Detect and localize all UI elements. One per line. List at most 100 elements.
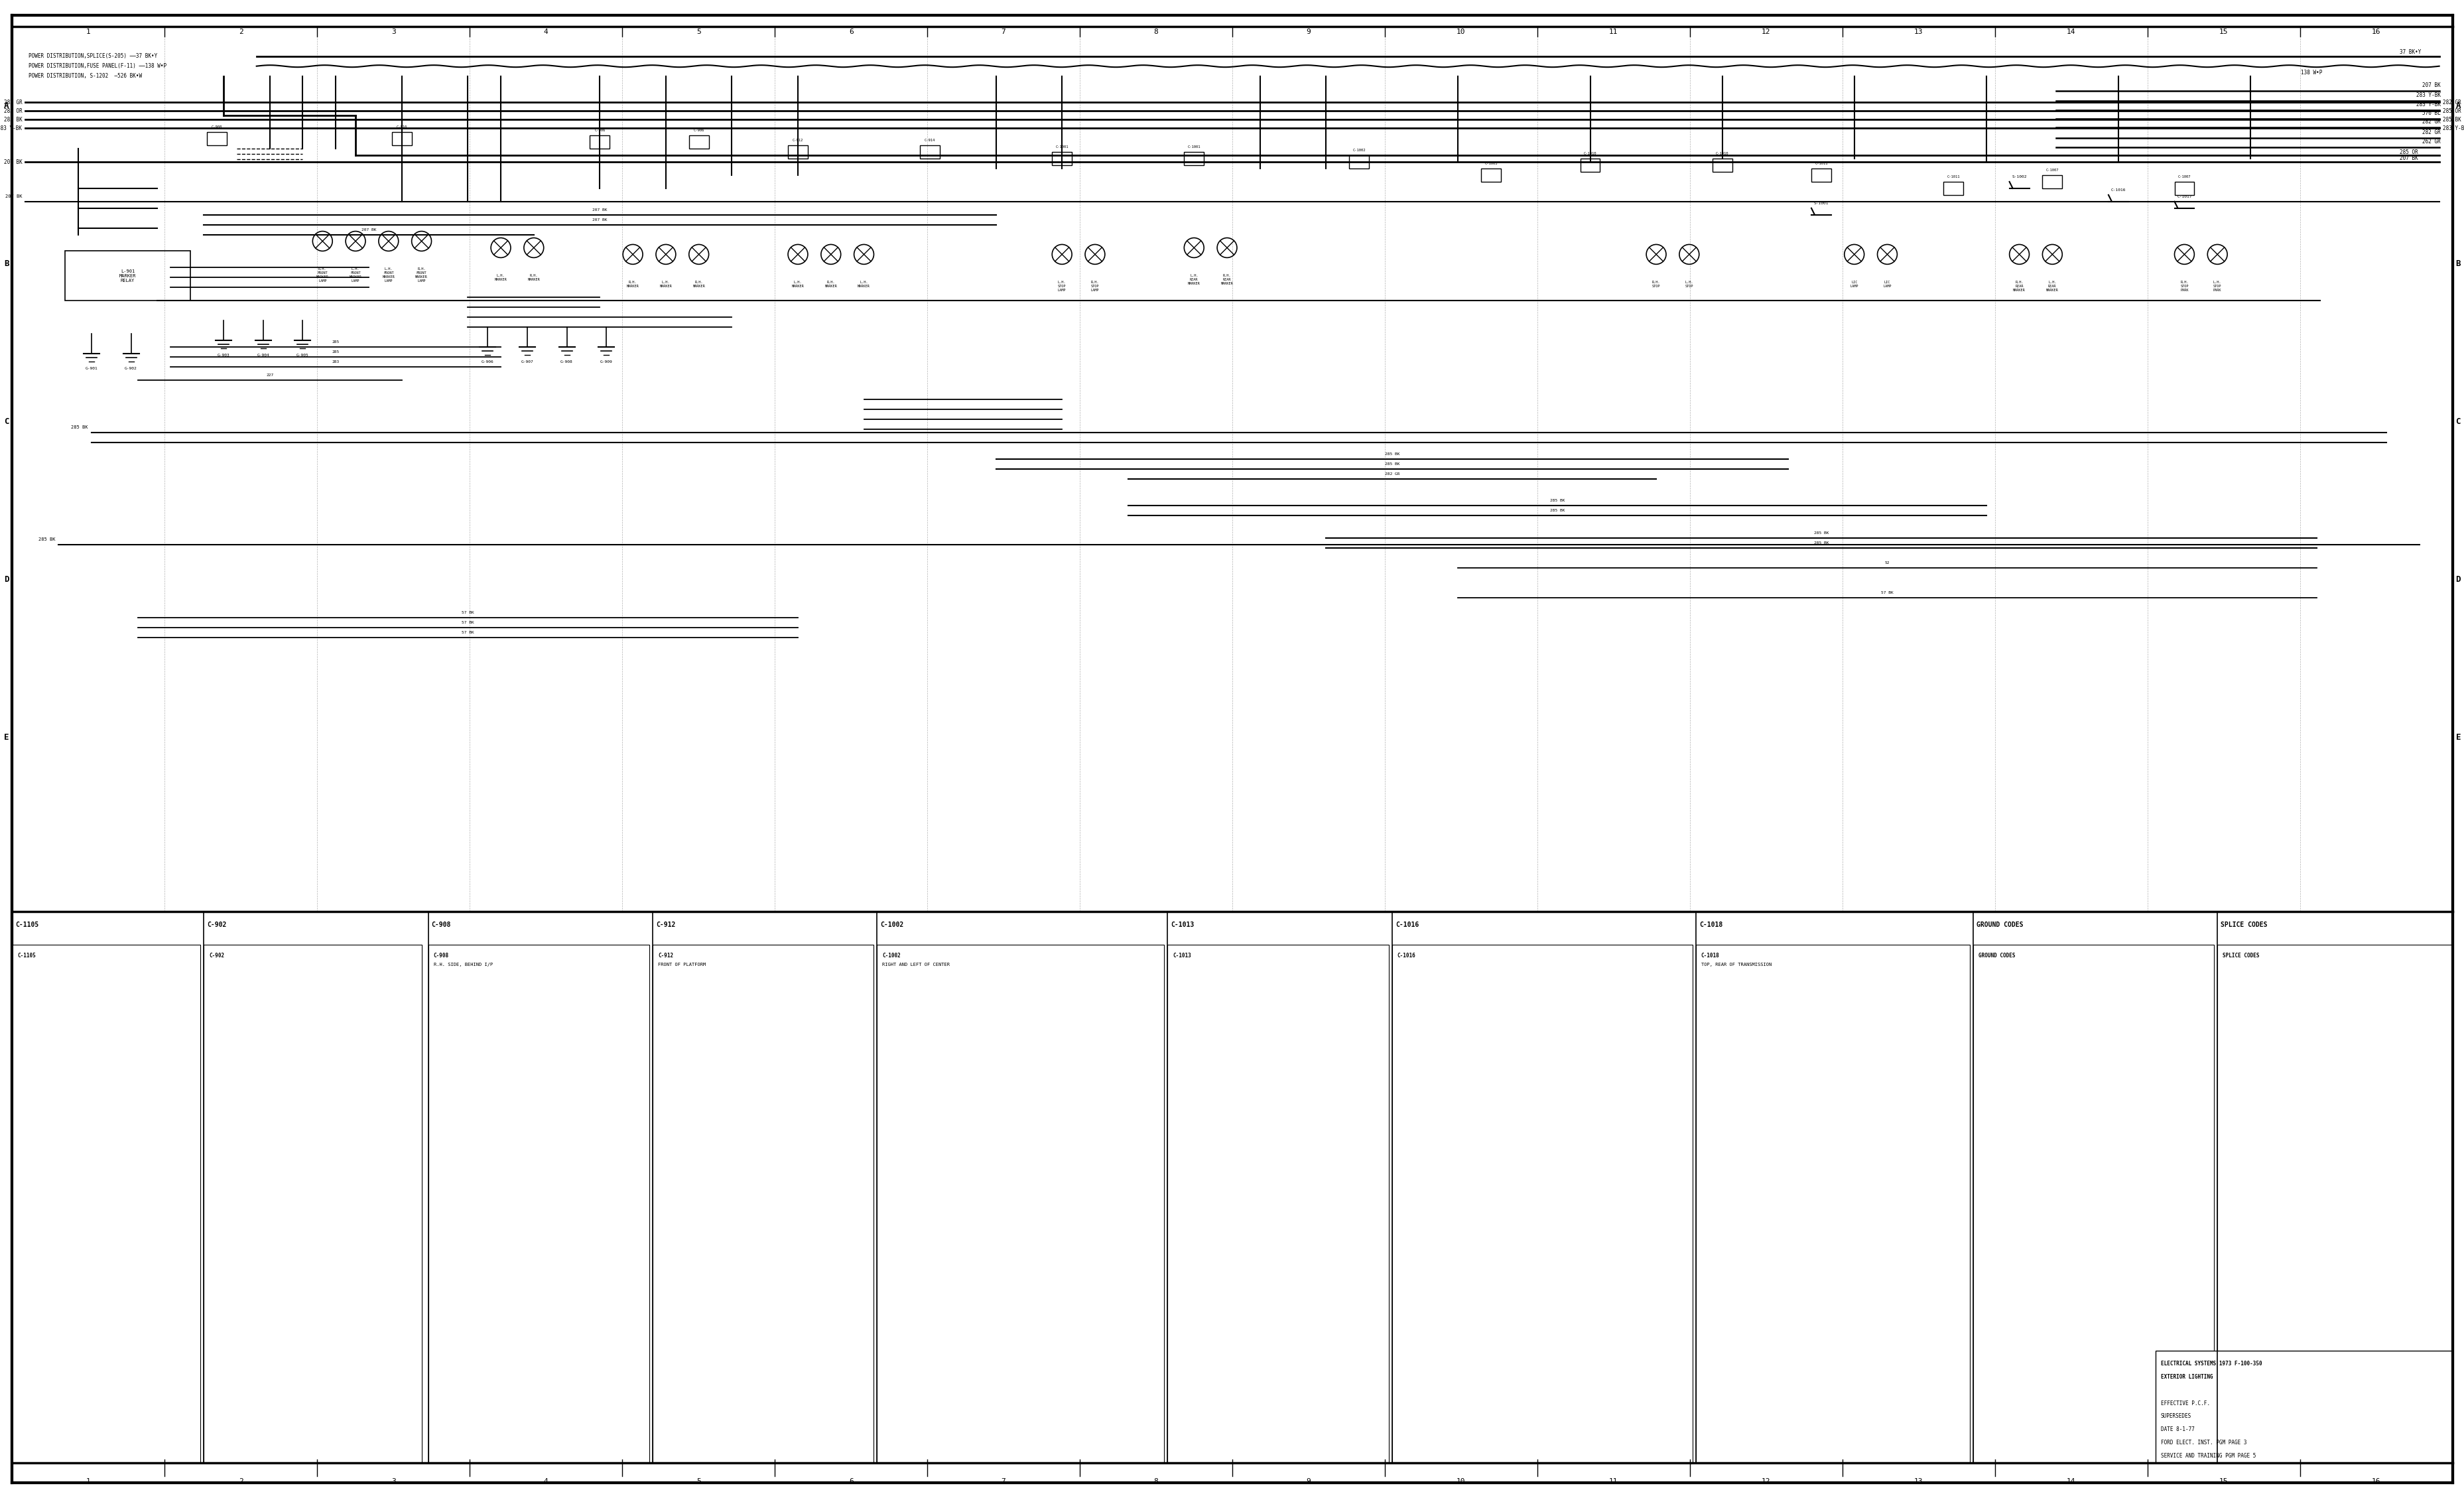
Bar [877,944,1163,1464]
Text: C-914: C-914 [924,139,934,142]
Bar [2043,175,2062,189]
Text: 15: 15 [2218,1479,2227,1485]
Text: EXTERIOR LIGHTING: EXTERIOR LIGHTING [2161,1374,2213,1380]
Text: 4: 4 [545,1479,547,1485]
Text: C-1002: C-1002 [882,953,899,959]
Text: D: D [2454,575,2459,584]
Bar [589,135,609,148]
Bar [2154,1351,2452,1464]
Text: L.H.
MARKER: L.H. MARKER [857,280,870,288]
Text: 2: 2 [239,1479,244,1485]
Text: C-1003: C-1003 [1483,162,1498,165]
Bar [653,944,875,1464]
Text: fordification
       .net: fordification .net [1508,309,1690,445]
Bar [1052,151,1072,165]
Text: SPLICE CODES: SPLICE CODES [2220,921,2267,927]
Text: 285 OR: 285 OR [5,108,22,114]
Text: G-901: G-901 [86,367,99,370]
Text: L.H.
MARKER: L.H. MARKER [495,274,508,282]
Text: R.H.
MARKER: R.H. MARKER [692,280,705,288]
Text: L.H.
STOP
PARK: L.H. STOP PARK [2213,280,2220,292]
Bar [207,132,227,145]
Bar [1348,156,1368,168]
Text: C-1017: C-1017 [2176,195,2190,198]
Text: EFFECTIVE P.C.F.: EFFECTIVE P.C.F. [2161,1401,2210,1407]
Text: R.H.
REAR
MARKER: R.H. REAR MARKER [1220,274,1232,285]
Bar [12,944,200,1464]
Text: 14: 14 [2067,28,2075,34]
Text: L.H.
STOP: L.H. STOP [1685,280,1693,288]
Text: ELECTRICAL SYSTEMS 1973 F-100-350: ELECTRICAL SYSTEMS 1973 F-100-350 [2161,1360,2262,1366]
Text: 285 BK: 285 BK [5,117,22,123]
Text: R.H.
STOP
PARK: R.H. STOP PARK [2181,280,2188,292]
Text: C-1018: C-1018 [1698,921,1722,927]
Text: 262 GR: 262 GR [2422,139,2439,145]
Text: 10: 10 [1456,1479,1466,1485]
Text: E: E [2454,733,2459,742]
Text: 3: 3 [392,28,397,34]
Text: 11: 11 [1609,28,1619,34]
Text: 207 BK: 207 BK [2400,154,2417,160]
Text: C-1105: C-1105 [17,953,37,959]
Text: 10: 10 [1456,28,1466,34]
Bar [1579,159,1599,172]
Text: 57 BK: 57 BK [461,620,473,625]
Text: 207 BK: 207 BK [591,219,606,222]
Text: 285 OR: 285 OR [2442,108,2459,114]
Bar [690,135,710,148]
Text: 207 BK: 207 BK [362,228,377,231]
Text: C-1011: C-1011 [1947,175,1959,178]
Text: 282 GR: 282 GR [5,99,22,105]
Text: R.H.
MARKER: R.H. MARKER [626,280,638,288]
Text: 283 Y-BK: 283 Y-BK [2442,126,2464,132]
Text: C-1105: C-1105 [15,921,39,927]
Text: 14: 14 [2067,1479,2075,1485]
Text: 285 OR: 285 OR [2400,148,2417,154]
Text: 13: 13 [1915,1479,1922,1485]
Text: L.H.
FRONT
MARKER
LAMP: L.H. FRONT MARKER LAMP [382,268,394,283]
Text: 9: 9 [1306,28,1311,34]
Text: 6: 6 [848,1479,853,1485]
Text: S-1002: S-1002 [2011,175,2025,178]
Text: 285 BK: 285 BK [1550,509,1565,512]
Text: R.H.
FRONT
MARKER
LAMP: R.H. FRONT MARKER LAMP [416,268,429,283]
Text: 11: 11 [1609,1479,1619,1485]
Text: D: D [5,575,10,584]
Text: SERVICE AND TRAINING PGM PAGE 5: SERVICE AND TRAINING PGM PAGE 5 [2161,1453,2255,1459]
Text: 285 BK: 285 BK [1814,532,1828,535]
Text: L-901
MARKER
RELAY: L-901 MARKER RELAY [118,270,136,283]
Text: 227: 227 [266,373,274,376]
Text: C: C [5,418,10,425]
Text: RIGHT AND LEFT OF CENTER: RIGHT AND LEFT OF CENTER [882,962,949,966]
Text: 57 BK: 57 BK [1880,592,1892,595]
Text: 282 GR: 282 GR [1385,472,1400,475]
Text: L.H.
FRONT
MARKER
LAMP: L.H. FRONT MARKER LAMP [350,268,362,283]
Text: 4: 4 [545,28,547,34]
Text: L.H.
MARKER: L.H. MARKER [791,280,803,288]
Bar [1168,944,1387,1464]
Bar [1944,181,1964,195]
Text: C-1013: C-1013 [1170,921,1195,927]
Text: C-906: C-906 [692,129,705,132]
Text: C-1011: C-1011 [1814,162,1828,165]
Text: 207 BK: 207 BK [2422,82,2439,88]
Text: LIC
LAMP: LIC LAMP [1850,280,1858,288]
Bar [392,132,411,145]
Text: 6: 6 [848,28,853,34]
Text: 285 BK: 285 BK [1385,452,1400,455]
Text: 13: 13 [1915,28,1922,34]
Text: 282 GR: 282 GR [2442,99,2459,105]
Text: C-912: C-912 [793,139,803,142]
Text: G-904: G-904 [256,354,269,357]
Text: G-906: G-906 [480,360,493,364]
Bar [1392,944,1693,1464]
Text: 8: 8 [1153,1479,1158,1485]
Bar [1183,151,1202,165]
Text: L.H.
REAR
MARKER: L.H. REAR MARKER [1188,274,1200,285]
Text: G-905: G-905 [296,354,308,357]
Text: 285 BK: 285 BK [1385,463,1400,466]
Text: R.H.
STOP
LAMP: R.H. STOP LAMP [1092,280,1099,292]
Text: G-908: G-908 [559,360,572,364]
Text: TOP, REAR OF TRANSMISSION: TOP, REAR OF TRANSMISSION [1700,962,1772,966]
Text: C-1002: C-1002 [880,921,904,927]
